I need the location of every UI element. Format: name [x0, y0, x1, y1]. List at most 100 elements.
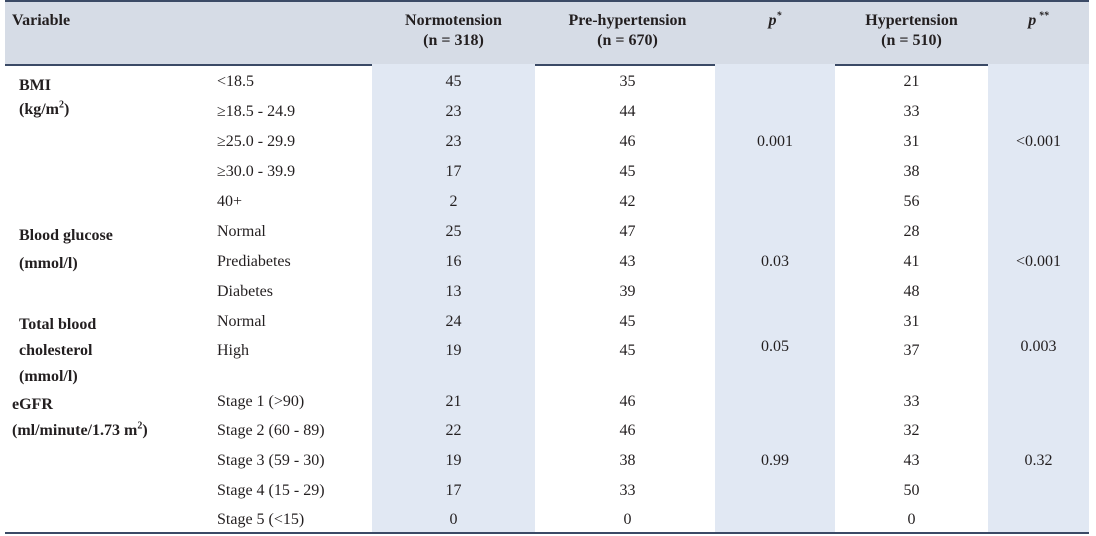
header-p1: p*	[715, 11, 835, 31]
group-label-line: Blood glucose	[19, 227, 113, 244]
cell-hyper: 31	[903, 313, 920, 330]
cell-p1: 0.05	[761, 338, 789, 355]
cell-hyper: 38	[903, 163, 920, 180]
cell-hyper: 56	[903, 193, 920, 210]
cell-normo: 13	[445, 283, 462, 300]
group-label-line: Total blood	[19, 316, 97, 333]
row-category: Diabetes	[217, 283, 273, 300]
group-label-line: BMI	[19, 77, 51, 94]
cell-hyper: 41	[903, 253, 920, 270]
cell-hyper: 32	[903, 422, 920, 439]
cell-normo: 23	[445, 133, 462, 150]
row-category: ≥25.0 - 29.9	[217, 133, 296, 150]
row-category: Normal	[217, 313, 266, 330]
group-label-bmi: BMI (kg/m2)	[19, 74, 69, 122]
cell-pre: 45	[619, 163, 636, 180]
cell-normo: 25	[445, 223, 462, 240]
header-prehypertension-label: Pre-hypertension	[568, 12, 687, 29]
group-label-line: (ml/minute/1.73 m2)	[12, 420, 148, 439]
p2-column-shade	[988, 64, 1089, 532]
cell-pre: 43	[619, 253, 636, 270]
top-rule	[5, 0, 1089, 2]
row-category: High	[217, 342, 249, 359]
row-category: <18.5	[217, 73, 255, 90]
cell-p1: 0.03	[761, 253, 789, 270]
row-category: Stage 1 (>90)	[217, 393, 305, 410]
group-label-line: (mmol/l)	[19, 368, 78, 385]
row-category: Stage 3 (59 - 30)	[217, 452, 325, 469]
header-variable: Variable	[12, 12, 71, 29]
normotension-column-shade	[372, 64, 535, 532]
cell-pre: 46	[619, 393, 636, 410]
header-hypertension-label: Hypertension	[865, 12, 958, 29]
cell-normo: 19	[445, 342, 462, 359]
cell-p2: <0.001	[1015, 253, 1062, 270]
cell-normo: 17	[445, 482, 462, 499]
cell-hyper: 28	[903, 223, 920, 240]
group-label-line: (kg/m2)	[19, 99, 70, 118]
row-category: Stage 2 (60 - 89)	[217, 422, 325, 439]
row-category: Stage 5 (<15)	[217, 511, 305, 528]
cell-normo: 21	[445, 393, 462, 410]
header-p1-mark: *	[776, 10, 782, 22]
header-rule	[5, 64, 1089, 66]
cell-pre: 39	[619, 283, 636, 300]
header-hypertension: Hypertension (n = 510)	[835, 11, 988, 51]
cell-hyper: 31	[903, 133, 920, 150]
cell-pre: 0	[623, 511, 632, 528]
header-normotension-n: (n = 318)	[423, 32, 484, 49]
cell-hyper: 33	[903, 393, 920, 410]
group-label-total-cholesterol: Total blood cholesterol (mmol/l)	[19, 312, 96, 390]
row-category: 40+	[217, 193, 243, 210]
header-prehypertension-n: (n = 670)	[597, 32, 658, 49]
group-label-line: (mmol/l)	[19, 255, 78, 272]
cell-p1: 0.001	[757, 133, 793, 150]
cell-pre: 46	[619, 422, 636, 439]
cell-pre: 45	[619, 342, 636, 359]
row-category: Stage 4 (15 - 29)	[217, 482, 325, 499]
table-header-background	[5, 2, 1089, 64]
cell-pre: 44	[619, 103, 636, 120]
cell-normo: 23	[445, 103, 462, 120]
header-p2-mark: **	[1036, 10, 1049, 22]
cell-normo: 22	[445, 422, 462, 439]
cell-pre: 33	[619, 482, 636, 499]
header-prehypertension: Pre-hypertension (n = 670)	[540, 11, 715, 51]
bottom-rule	[5, 532, 1089, 534]
header-hypertension-n: (n = 510)	[881, 32, 942, 49]
row-category: Normal	[217, 223, 266, 240]
cell-normo: 45	[445, 73, 462, 90]
cell-pre: 42	[619, 193, 636, 210]
cell-pre: 45	[619, 313, 636, 330]
cell-hyper: 48	[903, 283, 920, 300]
cell-pre: 47	[619, 223, 636, 240]
cell-normo: 19	[445, 452, 462, 469]
cell-p1: 0.99	[761, 452, 789, 469]
group-label-egfr: eGFR (ml/minute/1.73 m2)	[12, 392, 148, 444]
group-label-line: cholesterol	[19, 342, 93, 359]
cell-pre: 46	[619, 133, 636, 150]
header-normotension: Normotension (n = 318)	[372, 11, 535, 51]
row-category: Prediabetes	[217, 253, 291, 270]
cell-hyper: 0	[907, 511, 916, 528]
header-p1-label: p	[768, 12, 777, 29]
p1-column-shade	[715, 64, 835, 532]
cell-hyper: 50	[903, 482, 920, 499]
cell-hyper: 33	[903, 103, 920, 120]
cell-p2: 0.32	[1024, 452, 1053, 469]
row-category: ≥18.5 - 24.9	[217, 103, 296, 120]
header-normotension-label: Normotension	[405, 12, 502, 29]
cell-normo: 0	[449, 511, 458, 528]
cell-normo: 16	[445, 253, 462, 270]
cell-hyper: 43	[903, 452, 920, 469]
group-label-blood-glucose: Blood glucose (mmol/l)	[19, 222, 113, 278]
cell-hyper: 37	[903, 342, 920, 359]
header-p2: p **	[988, 11, 1089, 31]
cell-p2: <0.001	[1015, 133, 1062, 150]
cell-pre: 35	[619, 73, 636, 90]
cell-p2: 0.003	[1020, 338, 1057, 355]
header-p2-label: p	[1028, 12, 1037, 29]
group-label-line: eGFR	[12, 396, 53, 413]
cell-hyper: 21	[903, 73, 920, 90]
